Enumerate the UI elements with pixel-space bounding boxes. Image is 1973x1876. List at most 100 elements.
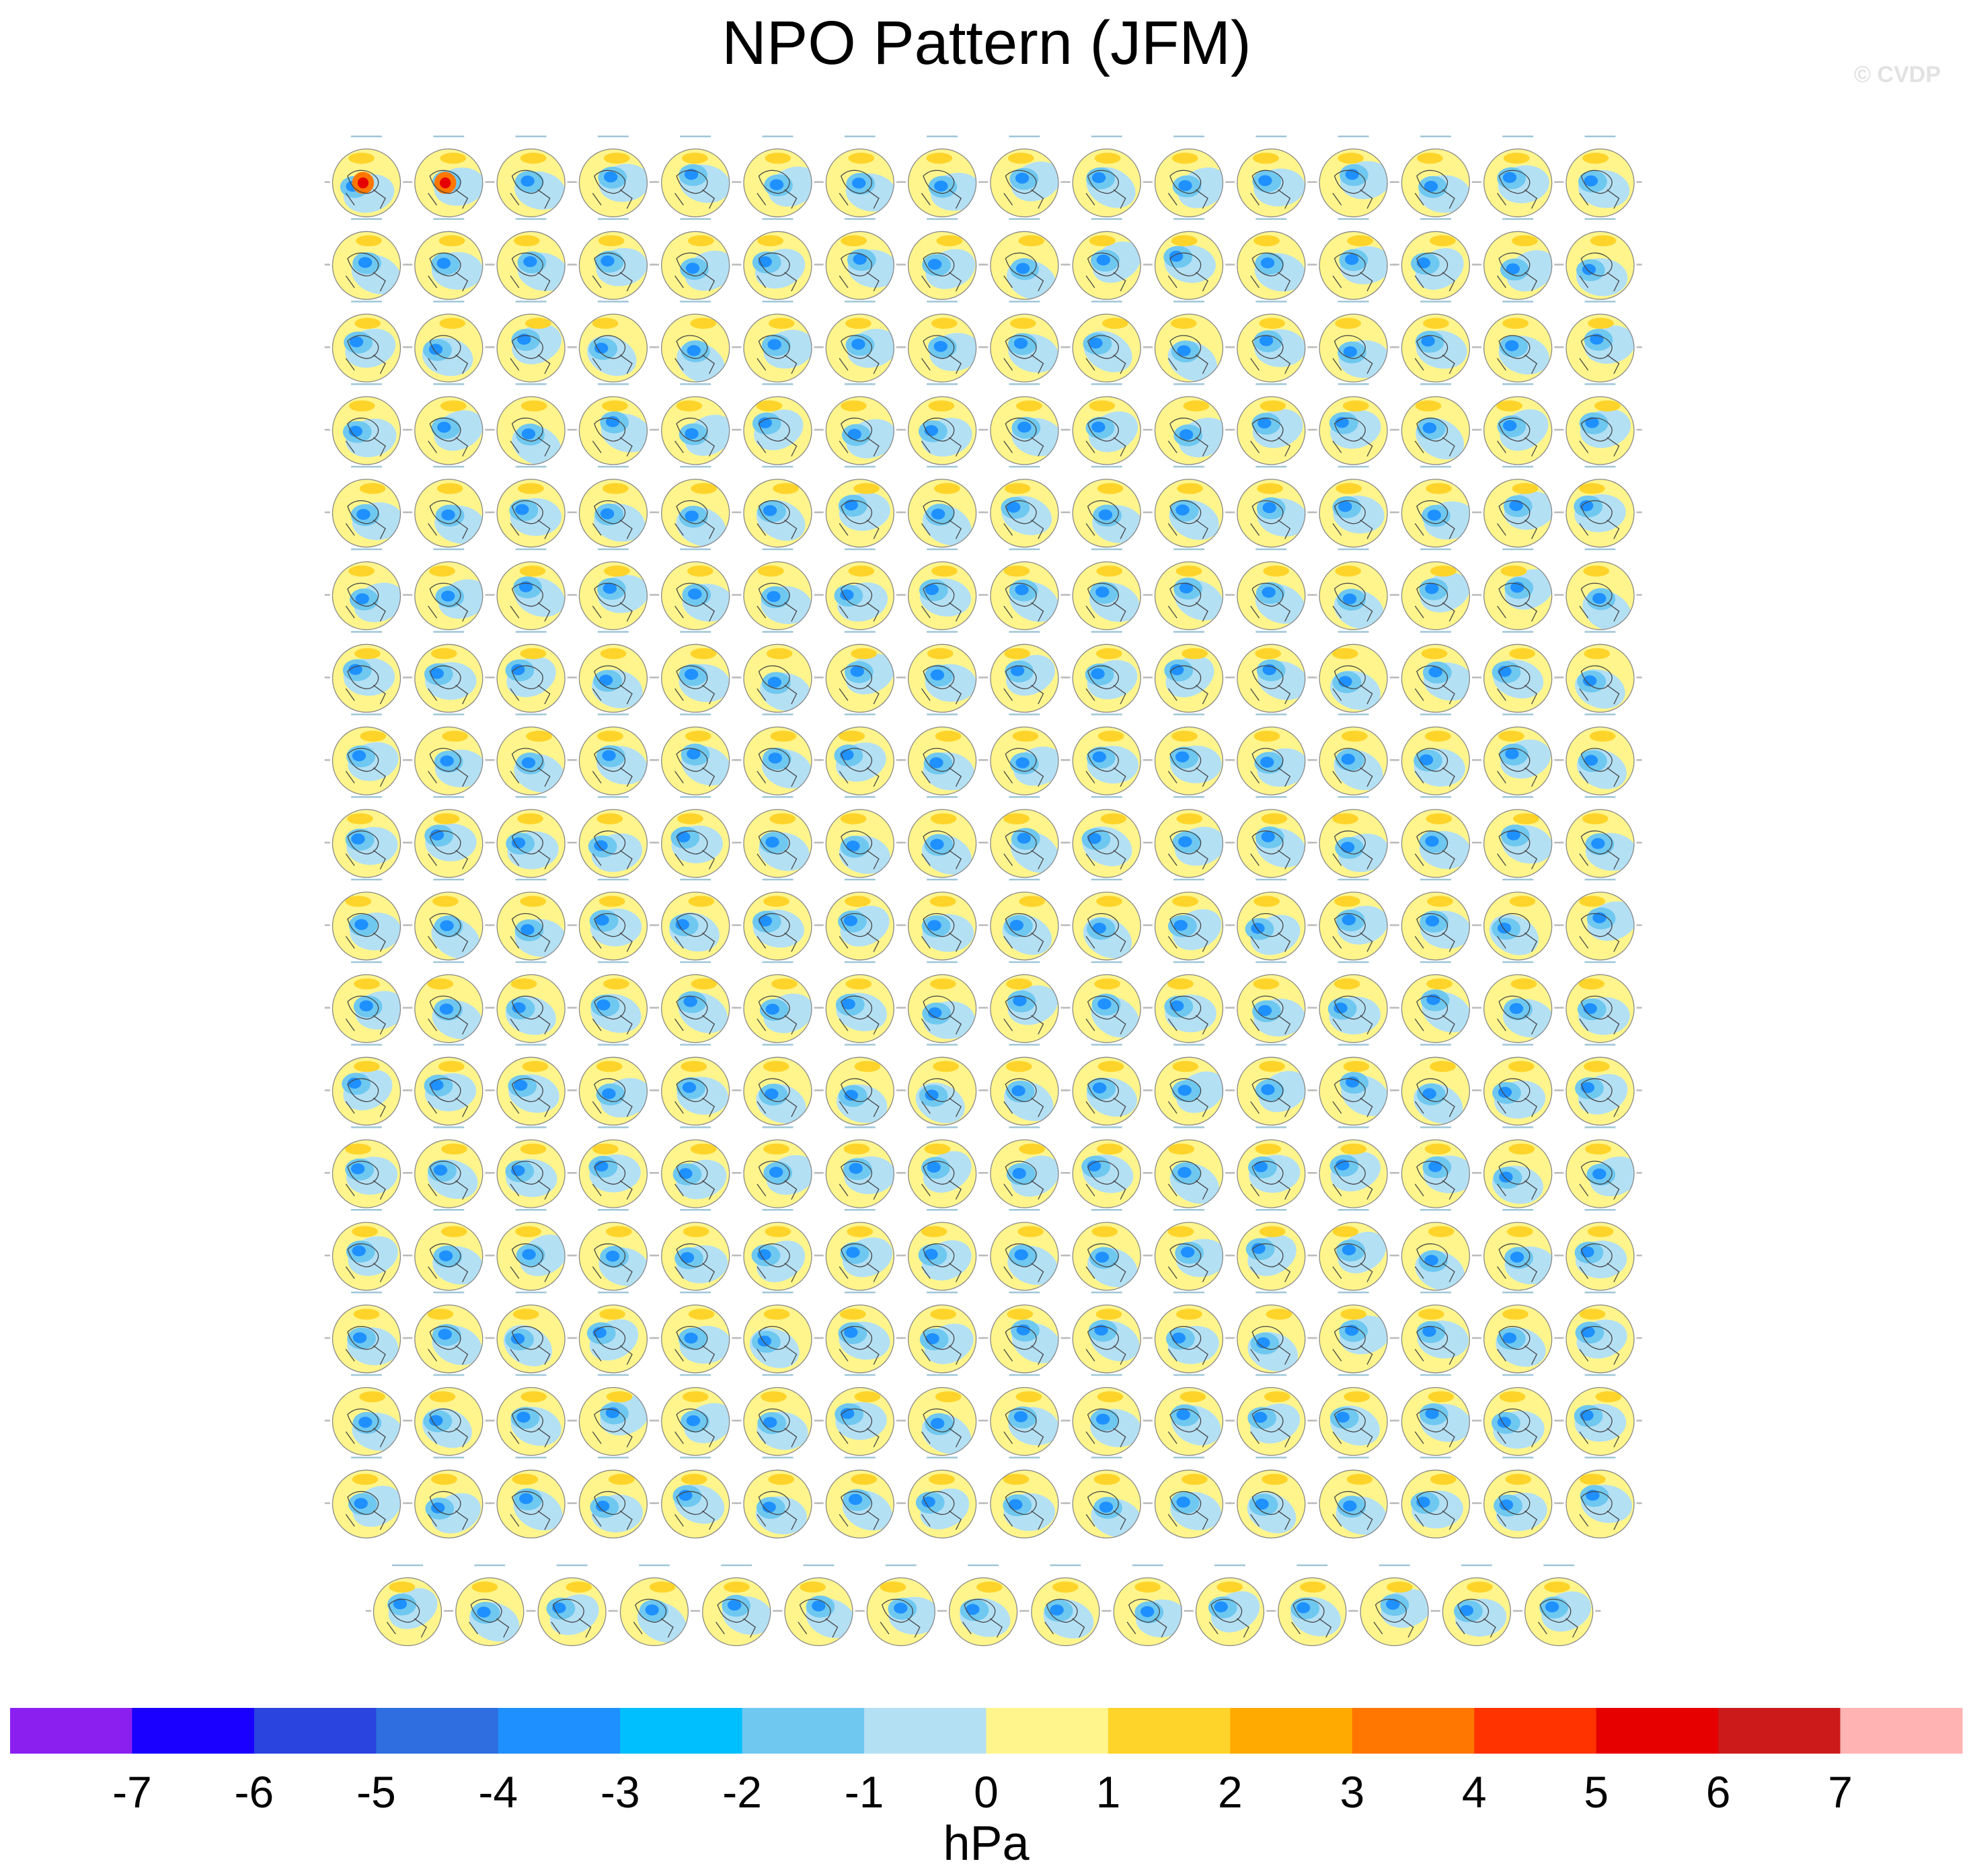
anomaly-positive — [1347, 235, 1374, 247]
coastline — [551, 1618, 592, 1638]
panel-lon-label — [1393, 594, 1399, 596]
colorbar-tick-label: -3 — [601, 1767, 640, 1817]
panel-lon-label — [1147, 924, 1153, 927]
map-border — [414, 561, 483, 631]
coastline — [1332, 1180, 1373, 1200]
coastline — [839, 519, 880, 539]
map-panel — [1311, 1456, 1395, 1538]
map-panel — [407, 796, 491, 878]
coastline — [758, 418, 790, 442]
anomaly-negative — [1015, 757, 1030, 769]
anomaly-negative — [1178, 180, 1192, 192]
map-panel — [653, 796, 738, 878]
anomaly-positive — [930, 978, 956, 990]
anomaly-positive — [1096, 1143, 1123, 1155]
map-border — [784, 1577, 853, 1647]
anomaly-negative — [356, 508, 371, 520]
map-panel — [1229, 383, 1313, 465]
map-panel — [1475, 465, 1560, 548]
map-panel — [1393, 796, 1478, 878]
coastline — [841, 1243, 872, 1267]
coastline — [841, 913, 872, 937]
panel-lon-label — [1307, 676, 1313, 678]
panel-header — [844, 631, 876, 633]
anomaly-negative — [1092, 923, 1106, 934]
map-border — [1154, 148, 1224, 218]
coastline — [1087, 500, 1119, 524]
coastline — [676, 1161, 708, 1185]
coastline — [1414, 1428, 1455, 1448]
coastline — [1498, 665, 1531, 689]
coastline — [1167, 1428, 1208, 1448]
panel-lon-label — [567, 428, 573, 431]
map-panel — [1229, 548, 1313, 631]
anomaly-negative — [687, 345, 701, 356]
coastline — [345, 767, 386, 787]
panel-lon-label — [814, 1337, 820, 1339]
map-border — [414, 1386, 483, 1456]
map-border — [743, 479, 812, 548]
anomaly-positive — [513, 235, 540, 247]
map-panel — [1147, 1291, 1231, 1374]
coastline — [1580, 665, 1613, 689]
coastline — [1250, 685, 1291, 705]
panel-header — [1255, 878, 1287, 881]
map-border — [990, 974, 1059, 1044]
map-panel — [900, 383, 984, 465]
panel-header — [680, 465, 711, 468]
map-panel — [324, 631, 409, 713]
panel-header — [433, 1126, 465, 1128]
panel-header — [351, 878, 382, 881]
coastline — [1497, 354, 1538, 375]
panel-header — [1502, 631, 1534, 633]
map-border — [743, 974, 812, 1044]
map-border — [332, 809, 401, 878]
coastline — [347, 1078, 379, 1102]
panel-lon-label — [485, 346, 491, 348]
panel-lon-label — [1554, 1089, 1560, 1091]
panel-lon-label — [978, 1172, 984, 1174]
anomaly-negative — [1017, 832, 1031, 844]
map-panel — [1475, 713, 1560, 795]
panel-lon-label — [653, 1502, 660, 1504]
anomaly-negative — [439, 1003, 454, 1015]
map-border — [1565, 1386, 1635, 1456]
map-panel — [571, 1456, 656, 1538]
coastline — [1580, 830, 1613, 855]
anomaly-positive — [676, 400, 703, 412]
anomaly-negative — [1419, 754, 1434, 766]
anomaly-negative — [1015, 172, 1030, 184]
coastline — [923, 500, 955, 524]
coastline — [1167, 1510, 1208, 1530]
panel-lon-label — [571, 1337, 577, 1339]
map-border — [496, 479, 566, 548]
map-border — [332, 313, 401, 383]
map-panel — [1065, 713, 1149, 795]
anomaly-positive — [1500, 565, 1527, 577]
panel-lon-label — [1147, 511, 1153, 514]
anomaly-negative — [1336, 1159, 1350, 1171]
coastline — [510, 1180, 551, 1200]
panel-lon-label — [1389, 511, 1395, 514]
panel-header — [351, 796, 382, 798]
panel-lon-label — [818, 594, 824, 596]
anomaly-positive — [441, 1143, 467, 1155]
map-panel — [571, 1209, 656, 1291]
map-border — [414, 1222, 483, 1291]
panel-header — [597, 383, 629, 385]
panel-lon-label — [1475, 594, 1482, 596]
panel-lon-label — [403, 1172, 409, 1174]
anomaly-positive — [515, 1226, 541, 1237]
panel-lon-label — [982, 511, 989, 514]
map-panel — [1147, 135, 1231, 218]
anomaly-positive — [1015, 1391, 1042, 1403]
anomaly-positive — [430, 648, 457, 660]
panel-header — [1420, 631, 1451, 633]
map-panel — [1393, 878, 1478, 961]
coastline — [1498, 913, 1531, 937]
anomaly-positive — [1094, 978, 1121, 990]
map-border — [907, 1386, 977, 1456]
map-border — [1072, 974, 1141, 1044]
map-border — [1031, 1577, 1100, 1647]
panel-header — [844, 1456, 876, 1458]
